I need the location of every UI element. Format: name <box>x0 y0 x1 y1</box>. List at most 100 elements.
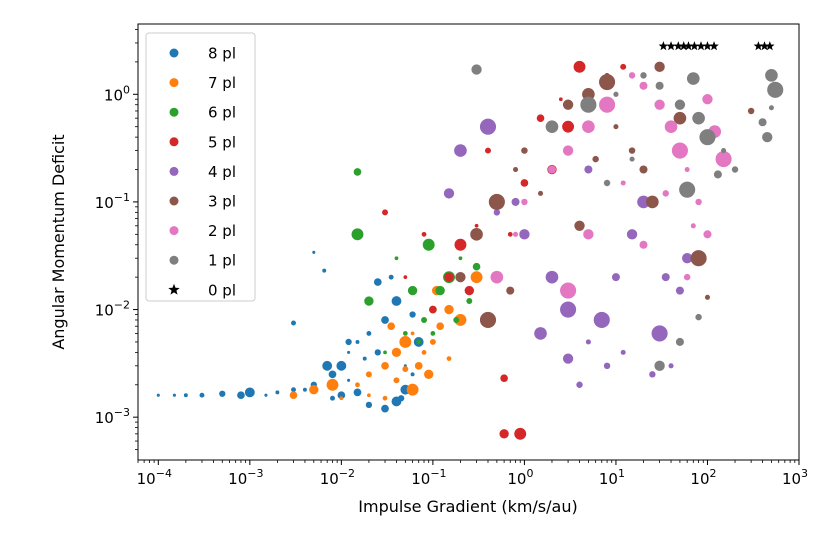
series-8-pl <box>156 250 424 413</box>
series-5-pl <box>382 60 627 440</box>
data-point <box>536 114 545 122</box>
data-point <box>628 72 636 79</box>
data-point <box>639 81 648 90</box>
data-point <box>443 188 455 199</box>
legend-marker <box>169 137 179 147</box>
data-point <box>365 401 373 409</box>
data-point <box>620 349 626 355</box>
data-point <box>562 353 574 364</box>
data-point <box>558 97 563 102</box>
data-point <box>721 148 727 154</box>
data-point <box>682 253 693 264</box>
data-point <box>347 350 351 354</box>
data-point <box>675 337 684 346</box>
data-point <box>429 338 436 345</box>
data-point <box>658 41 669 51</box>
data-point <box>391 347 402 358</box>
data-point <box>521 198 528 206</box>
data-point <box>534 327 547 340</box>
data-point <box>704 294 710 300</box>
data-point <box>199 392 205 398</box>
data-point <box>388 274 394 280</box>
data-point <box>654 99 665 110</box>
data-point <box>507 231 513 237</box>
data-point <box>560 301 577 318</box>
data-point <box>387 322 395 331</box>
data-point <box>479 118 497 135</box>
data-point <box>470 228 483 241</box>
data-point <box>406 383 419 396</box>
data-point <box>684 167 690 173</box>
legend-label: 1 pl <box>208 252 236 270</box>
legend-marker <box>169 166 179 176</box>
data-point <box>603 179 611 187</box>
data-point <box>479 311 497 329</box>
legend-marker <box>169 226 179 236</box>
data-point <box>655 81 664 90</box>
data-point <box>383 350 387 355</box>
data-point <box>654 360 665 371</box>
data-point <box>765 69 778 82</box>
data-point <box>582 120 595 134</box>
legend-label: 7 pl <box>208 74 236 92</box>
data-point <box>762 131 773 143</box>
legend-label: 8 pl <box>208 45 236 63</box>
data-point <box>689 41 700 51</box>
data-point <box>326 378 339 391</box>
data-point <box>519 229 530 240</box>
legend-label: 2 pl <box>208 222 236 240</box>
data-point <box>626 229 638 240</box>
x-tick-label: 103 <box>782 467 808 488</box>
data-point <box>759 41 770 51</box>
legend-label: 0 pl <box>208 281 236 299</box>
legend-item: 0 pl <box>168 281 236 299</box>
data-point <box>649 371 656 378</box>
data-point <box>673 41 684 51</box>
data-point <box>436 322 444 331</box>
data-point <box>347 378 351 382</box>
y-tick-label: 10−1 <box>95 191 130 212</box>
y-axis: 10−3 10−2 10−1 100 <box>95 29 138 450</box>
points-layer <box>156 41 784 440</box>
data-point <box>683 273 691 281</box>
series-2-pl <box>490 72 732 299</box>
data-point <box>520 179 529 187</box>
legend-label: 3 pl <box>208 193 236 211</box>
data-point <box>172 393 176 397</box>
data-point <box>695 313 702 321</box>
x-tick-label: 10−2 <box>320 467 355 488</box>
data-point <box>585 339 591 345</box>
data-point <box>322 268 327 273</box>
data-point <box>291 320 296 326</box>
legend-frame <box>145 32 256 302</box>
data-point <box>362 356 367 361</box>
x-tick-label: 100 <box>507 467 533 488</box>
x-axis-label: Impulse Gradient (km/s/au) <box>358 497 577 516</box>
data-point <box>513 231 519 237</box>
data-point <box>506 286 515 295</box>
data-point <box>414 362 423 370</box>
data-point <box>584 165 593 174</box>
data-point <box>731 166 739 173</box>
data-point <box>366 330 372 336</box>
data-point <box>646 195 659 209</box>
data-point <box>424 369 434 380</box>
data-point <box>678 41 689 51</box>
data-point <box>353 168 362 176</box>
data-point <box>374 349 381 356</box>
data-point <box>219 390 226 397</box>
data-point <box>560 282 577 299</box>
data-point <box>713 170 722 179</box>
data-point <box>637 195 650 209</box>
data-point <box>382 395 388 401</box>
data-point <box>666 41 676 51</box>
legend-item: 4 pl <box>169 163 236 181</box>
data-point <box>455 271 466 283</box>
data-point <box>753 41 764 51</box>
data-point <box>562 145 574 156</box>
data-point <box>675 286 684 295</box>
data-point <box>422 238 435 251</box>
data-point <box>683 41 694 51</box>
y-axis-label: Angular Momentum Deficit <box>49 134 68 349</box>
data-point <box>355 339 360 344</box>
